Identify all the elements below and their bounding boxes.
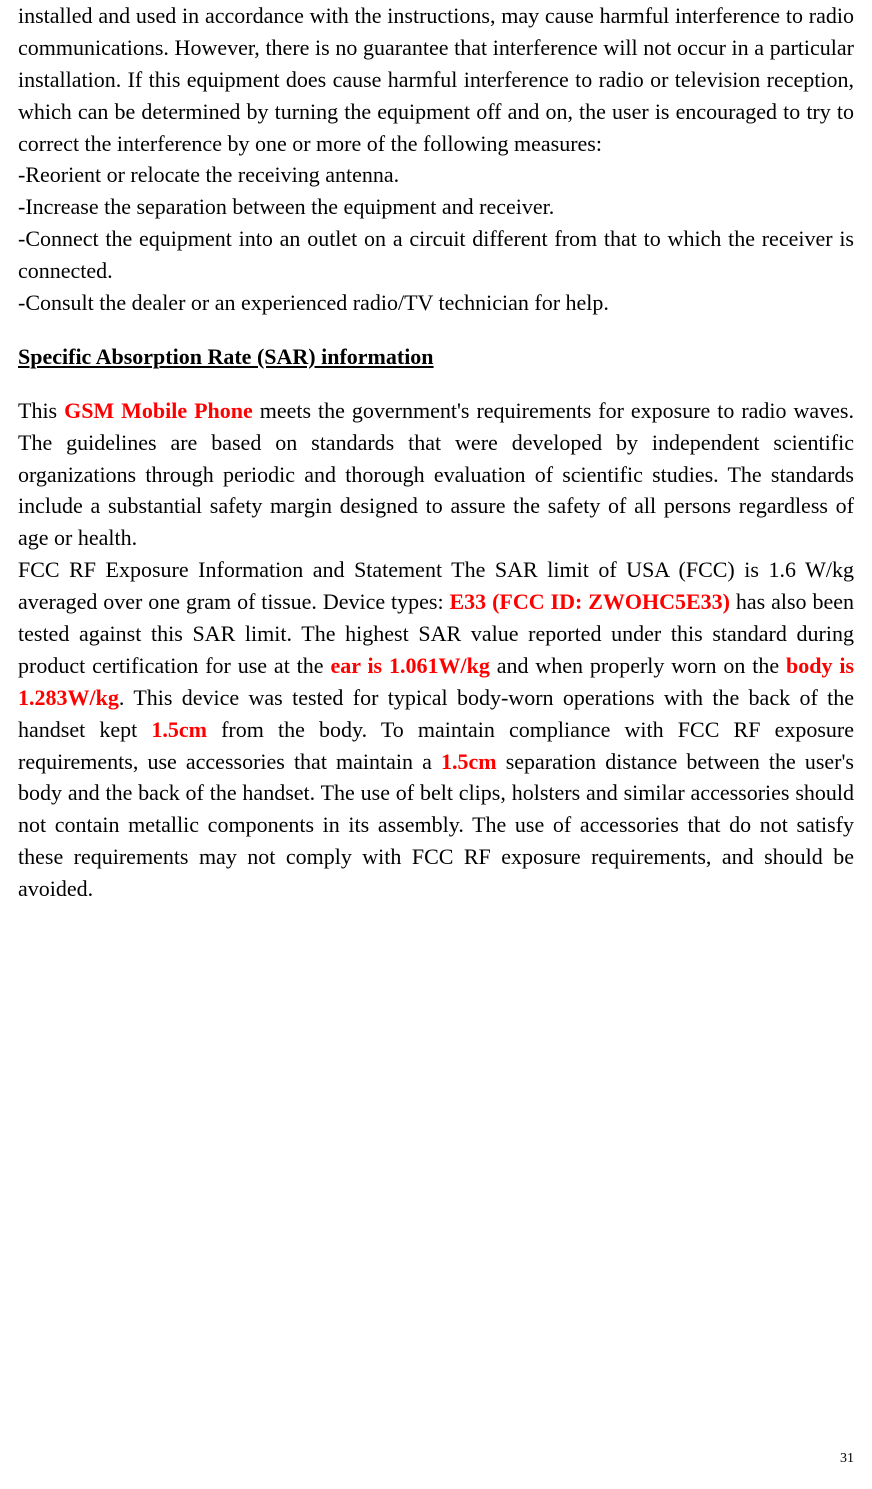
- sar-paragraph-2: FCC RF Exposure Information and Statemen…: [18, 554, 854, 905]
- document-page: installed and used in accordance with th…: [0, 0, 872, 1489]
- measure-item-2: -Increase the separation between the equ…: [18, 191, 854, 223]
- text-run: and when properly worn on the: [490, 653, 786, 678]
- page-number: 31: [840, 1449, 854, 1469]
- measure-item-3: -Connect the equipment into an outlet on…: [18, 223, 854, 287]
- highlight-gsm-mobile-phone: GSM Mobile Phone: [64, 398, 253, 423]
- highlight-distance-2: 1.5cm: [441, 749, 497, 774]
- highlight-fcc-id: E33 (FCC ID: ZWOHC5E33): [449, 589, 730, 614]
- sar-paragraph-1: This GSM Mobile Phone meets the governme…: [18, 395, 854, 554]
- sar-heading: Specific Absorption Rate (SAR) informati…: [18, 341, 854, 373]
- highlight-ear-sar: ear is 1.061W/kg: [330, 653, 489, 678]
- measure-item-1: -Reorient or relocate the receiving ante…: [18, 159, 854, 191]
- spacer: [18, 319, 854, 341]
- highlight-distance-1: 1.5cm: [151, 717, 207, 742]
- measure-item-4: -Consult the dealer or an experienced ra…: [18, 287, 854, 319]
- text-run: This: [18, 398, 64, 423]
- intro-paragraph: installed and used in accordance with th…: [18, 0, 854, 159]
- spacer: [18, 373, 854, 395]
